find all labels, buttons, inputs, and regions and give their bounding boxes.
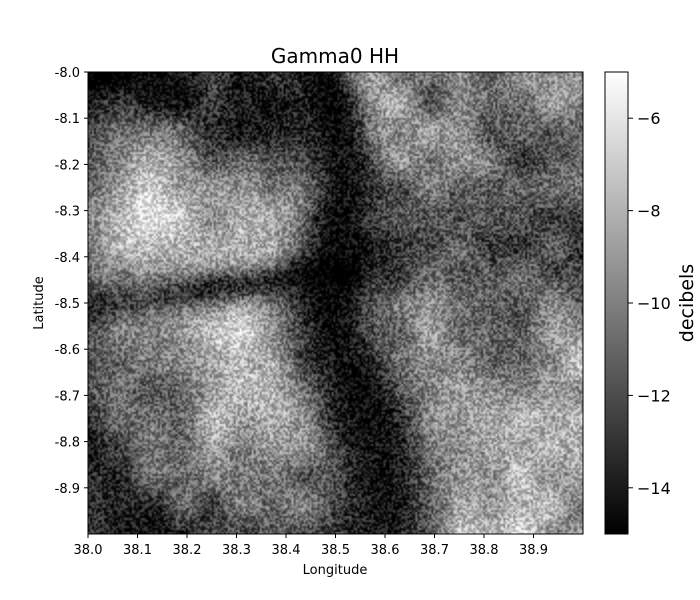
x-tick-label: 38.8 xyxy=(470,543,499,558)
x-tick-label: 38.4 xyxy=(272,543,301,558)
colorbar-tick-label: −10 xyxy=(637,294,671,313)
x-tick-label: 38.3 xyxy=(222,543,251,558)
colorbar-tick-label: −6 xyxy=(637,109,661,128)
y-tick-label: -8.1 xyxy=(55,112,80,127)
colorbar-ticks: −6 −8 −10 −12 −14 xyxy=(628,109,671,498)
y-tick-label: -8.4 xyxy=(55,251,80,266)
x-tick-label: 38.0 xyxy=(74,543,103,558)
x-axis: 38.0 38.1 38.2 38.3 38.4 38.5 38.6 38.7 38.8 38.9 xyxy=(74,534,548,558)
y-tick-label: -8.0 xyxy=(55,66,80,81)
x-tick-label: 38.6 xyxy=(371,543,400,558)
y-tick-label: -8.2 xyxy=(55,158,80,173)
x-tick-label: 38.7 xyxy=(420,543,449,558)
colorbar-tick-label: −12 xyxy=(637,386,671,405)
y-axis-label: Latitude xyxy=(32,276,47,330)
colorbar xyxy=(604,71,629,535)
colorbar-tick-label: −14 xyxy=(637,479,671,498)
y-axis: -8.0 -8.1 -8.2 -8.3 -8.4 -8.5 -8.6 -8.7 -8.8 -8.9 xyxy=(55,66,88,497)
colorbar-label: decibels xyxy=(676,264,698,342)
x-tick-label: 38.1 xyxy=(123,543,152,558)
x-tick-label: 38.2 xyxy=(173,543,202,558)
chart-title: Gamma0 HH xyxy=(271,44,399,68)
colorbar-tick-label: −8 xyxy=(637,202,661,221)
y-tick-label: -8.3 xyxy=(55,205,80,220)
radar-backscatter-image xyxy=(88,72,583,534)
y-tick-label: -8.7 xyxy=(55,389,80,404)
y-tick-label: -8.9 xyxy=(55,482,80,497)
y-tick-label: -8.5 xyxy=(55,297,80,312)
y-tick-label: -8.8 xyxy=(55,436,80,451)
x-tick-label: 38.5 xyxy=(321,543,350,558)
x-axis-label: Longitude xyxy=(303,563,368,578)
y-tick-label: -8.6 xyxy=(55,343,80,358)
x-tick-label: 38.9 xyxy=(519,543,548,558)
